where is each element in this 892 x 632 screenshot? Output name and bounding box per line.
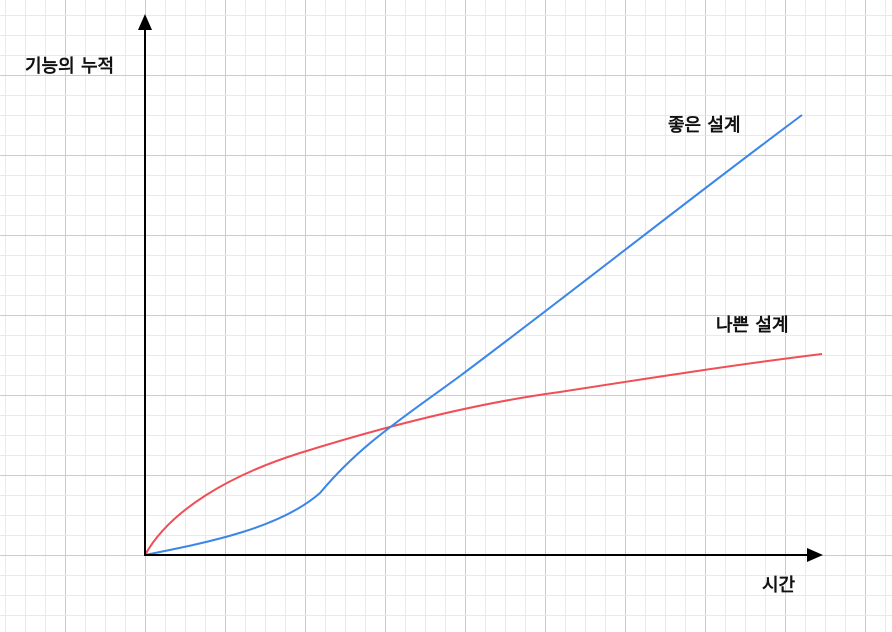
y-axis-label: 기능의 누적 bbox=[25, 56, 114, 77]
good-design-curve bbox=[144, 114, 803, 556]
x-axis bbox=[144, 548, 823, 562]
y-axis bbox=[138, 14, 152, 556]
bad-design-label: 나쁜 설계 bbox=[716, 315, 789, 336]
good-design-label: 좋은 설계 bbox=[668, 115, 741, 136]
y-axis-arrow bbox=[138, 14, 152, 30]
x-axis-label: 시간 bbox=[762, 575, 796, 596]
bad-design-curve bbox=[144, 353, 823, 556]
x-axis-arrow bbox=[807, 548, 823, 562]
